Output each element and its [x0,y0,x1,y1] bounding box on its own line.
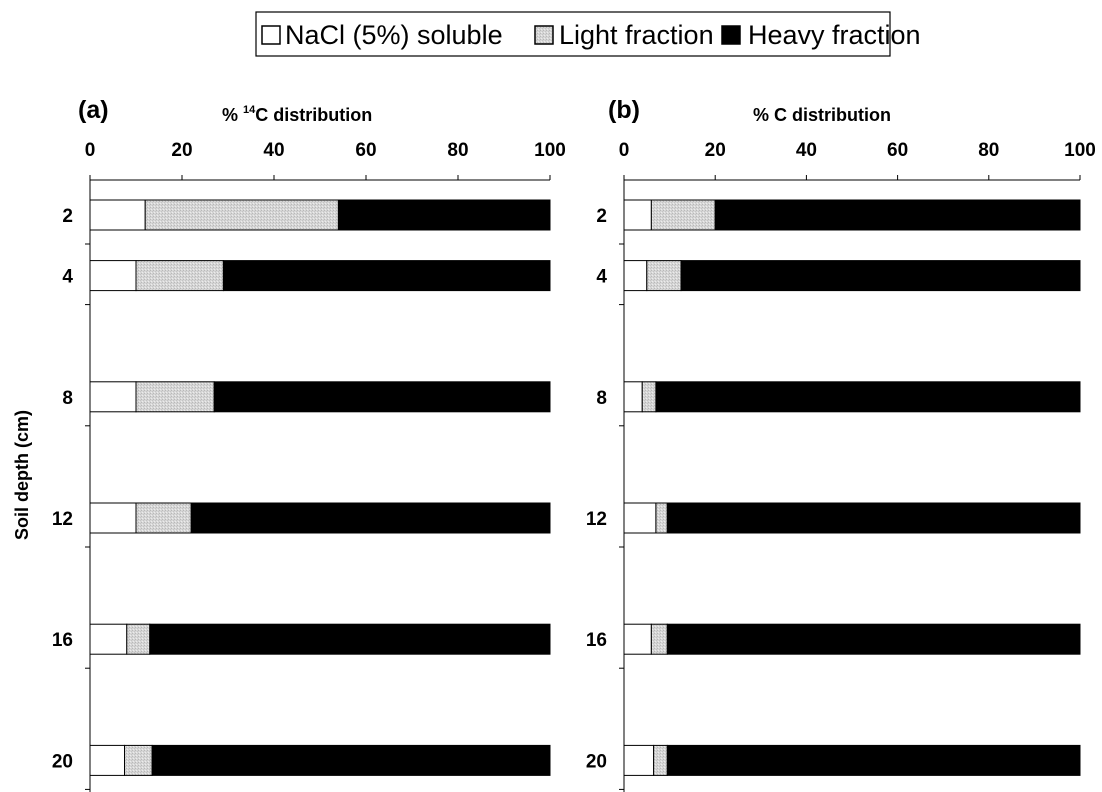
panel-a-x-tick-label: 80 [447,140,468,161]
panel-b-bar-light-fraction [650,199,716,231]
panel-a-bar-nacl-soluble [89,199,146,231]
panel-a-bar-nacl-soluble [89,260,137,292]
panel-b-letter: (b) [608,96,640,124]
panel-b-y-tick-label: 2 [596,206,607,227]
panel-b-bar-nacl-soluble [623,623,652,655]
panel-a-bar-heavy-fraction [213,381,551,413]
panel-b-y-tick-label: 4 [596,267,607,288]
panel-a-y-tick-label: 4 [62,267,73,288]
panel-b-x-ticks: 0 20 40 60 80 100 2 4 8 12 16 20 [586,140,1096,792]
panel-b-x-tick-label: 0 [619,140,630,161]
panel-a-y-tick-label: 8 [62,388,73,409]
panel-a-bar-nacl-soluble [89,381,137,413]
panel-a-bar-heavy-fraction [151,744,551,776]
panel-b-title-prefix: % C distribution [753,105,891,125]
legend: NaCl (5%) soluble Light fraction Heavy f… [255,11,921,57]
panel-b-x-tick-label: 80 [978,140,999,161]
panel-b-y-tick-label: 12 [586,509,607,530]
panel-a-bar-light-fraction [126,623,151,655]
panel-a-x-tick-label: 100 [534,140,566,161]
panel-b-bar-light-fraction [646,260,682,292]
panel-a-y-tick-label: 16 [52,630,73,651]
panel-a-y-tick-label: 20 [52,751,73,772]
panel-b-bar-light-fraction [641,381,657,413]
panel-b-bar-nacl-soluble [623,260,648,292]
panel-b-bar-heavy-fraction [680,260,1081,292]
legend-label-nacl-soluble: NaCl (5%) soluble [285,20,503,50]
panel-b-x-tick-label: 100 [1064,140,1096,161]
panel-a-bar-heavy-fraction [337,199,551,231]
panel-a-bar-light-fraction [135,381,215,413]
panel-a-x-tick-label: 60 [355,140,376,161]
panel-b-x-tick-label: 60 [887,140,908,161]
legend-label-light-fraction: Light fraction [559,20,714,50]
panel-b-bar-heavy-fraction [666,502,1081,534]
panel-b-bar-nacl-soluble [623,381,643,413]
panel-a-y-tick-label: 12 [52,509,73,530]
panel-a: (a) % 14C distribution 0 20 40 60 80 100 2 4 8 12… [52,96,566,792]
panel-a-title-superscript: 14 [243,104,256,116]
panel-b-bar-nacl-soluble [623,744,655,776]
panel-b-bar-nacl-soluble [623,502,657,534]
legend-box [255,11,891,57]
panel-b-y-tick-label: 8 [596,388,607,409]
panel-a-bar-light-fraction [144,199,339,231]
y-axis-label: Soil depth (cm) [12,410,32,540]
panel-b-x-tick-label: 20 [705,140,726,161]
panel-a-bar-heavy-fraction [149,623,551,655]
legend-swatch-light-fraction [534,25,554,45]
panel-b-bar-light-fraction [653,744,668,776]
panel-b-bar-nacl-soluble [623,199,652,231]
panel-a-title-prefix: % [222,105,243,125]
panel-a-x-ticks: 0 20 40 60 80 100 2 4 8 12 16 20 [52,140,566,792]
panel-a-bars [89,199,551,776]
panel-a-x-tick-label: 40 [263,140,284,161]
panel-b-bar-light-fraction [650,623,668,655]
panel-b-bar-light-fraction [655,502,668,534]
panel-a-title-suffix: C distribution [255,105,372,125]
panel-b-bar-heavy-fraction [655,381,1081,413]
panel-a-bar-light-fraction [135,502,192,534]
panel-b-x-tick-label: 40 [796,140,817,161]
panel-a-bar-nacl-soluble [89,744,125,776]
panel-a-bar-light-fraction [124,744,153,776]
panel-b: (b) % C distribution 0 20 40 60 80 100 2 4 8 12 16… [586,96,1096,792]
panel-b-bar-heavy-fraction [666,744,1081,776]
panel-b-bar-heavy-fraction [666,623,1081,655]
panel-b-bar-heavy-fraction [714,199,1081,231]
legend-label-heavy-fraction: Heavy fraction [748,20,921,50]
panel-a-bar-heavy-fraction [190,502,551,534]
panel-a-letter: (a) [78,96,109,124]
panel-b-bars [623,199,1081,776]
panel-b-y-tick-label: 20 [586,751,607,772]
panel-a-bar-nacl-soluble [89,623,128,655]
panel-a-y-tick-label: 2 [62,206,73,227]
legend-swatch-heavy-fraction [721,25,741,45]
panel-a-x-tick-label: 20 [171,140,192,161]
panel-a-bar-heavy-fraction [222,260,551,292]
panel-a-bar-nacl-soluble [89,502,137,534]
panel-a-title: % 14C distribution [222,104,372,125]
panel-a-bar-light-fraction [135,260,224,292]
panel-a-x-tick-label: 0 [85,140,96,161]
panel-b-title: % C distribution [753,105,891,125]
legend-swatch-nacl-soluble [261,25,281,45]
panel-b-y-tick-label: 16 [586,630,607,651]
